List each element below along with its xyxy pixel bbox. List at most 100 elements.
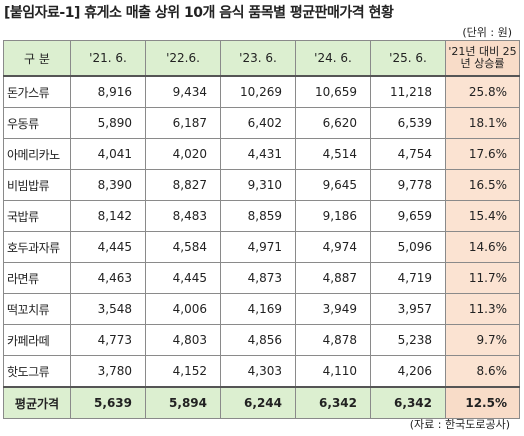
cell-price-2024: 9,645: [295, 169, 371, 201]
header-2023: '23. 6.: [220, 40, 296, 77]
average-increase-rate: 12.5%: [445, 386, 520, 419]
cell-price-2024: 4,514: [295, 138, 371, 170]
cell-price-2023: 9,310: [220, 169, 296, 201]
cell-price-2024: 9,186: [295, 200, 371, 232]
cell-price-2022: 4,803: [145, 324, 221, 356]
cell-price-2021: 3,548: [70, 293, 146, 325]
cell-category: 돈가스류: [3, 75, 71, 108]
cell-increase-rate: 17.6%: [445, 138, 520, 170]
cell-price-2023: 10,269: [220, 75, 296, 108]
header-increase-rate: '21년 대비 25년 상승률: [445, 40, 520, 77]
cell-price-2021: 8,142: [70, 200, 146, 232]
table-body: 돈가스류 8,916 9,434 10,269 10,659 11,218 25.8% 우동류…: [3, 75, 520, 388]
cell-price-2024: 4,878: [295, 324, 371, 356]
cell-price-2025: 9,659: [370, 200, 446, 232]
table-row: 국밥류 8,142 8,483 8,859 9,186 9,659 15.4%: [3, 200, 520, 232]
cell-price-2022: 4,584: [145, 231, 221, 263]
cell-price-2021: 4,041: [70, 138, 146, 170]
cell-price-2025: 11,218: [370, 75, 446, 108]
cell-price-2022: 4,445: [145, 262, 221, 294]
cell-price-2022: 9,434: [145, 75, 221, 108]
table-row: 돈가스류 8,916 9,434 10,269 10,659 11,218 25.8%: [3, 75, 520, 108]
cell-price-2022: 4,152: [145, 355, 221, 388]
cell-category: 우동류: [3, 107, 71, 139]
average-2022: 5,894: [145, 386, 221, 419]
cell-price-2025: 3,957: [370, 293, 446, 325]
cell-price-2021: 4,445: [70, 231, 146, 263]
table-row: 라면류 4,463 4,445 4,873 4,887 4,719 11.7%: [3, 262, 520, 294]
header-category: 구 분: [3, 40, 71, 77]
cell-price-2023: 4,431: [220, 138, 296, 170]
cell-category: 라면류: [3, 262, 71, 294]
cell-category: 카페라떼: [3, 324, 71, 356]
document-title: [붙임자료-1] 휴게소 매출 상위 10개 음식 품목별 평균판매가격 현황: [4, 5, 394, 21]
table-row: 아메리카노 4,041 4,020 4,431 4,514 4,754 17.6%: [3, 138, 520, 170]
table-row: 카페라떼 4,773 4,803 4,856 4,878 5,238 9.7%: [3, 324, 520, 356]
table-header: 구 분 '21. 6. '22.6. '23. 6. '24. 6. '25. …: [3, 40, 520, 77]
average-2023: 6,244: [220, 386, 296, 419]
table-row: 우동류 5,890 6,187 6,402 6,620 6,539 18.1%: [3, 107, 520, 139]
cell-price-2021: 4,463: [70, 262, 146, 294]
cell-increase-rate: 8.6%: [445, 355, 520, 388]
cell-price-2024: 4,110: [295, 355, 371, 388]
cell-category: 핫도그류: [3, 355, 71, 388]
average-label: 평균가격: [3, 386, 71, 419]
average-2021: 5,639: [70, 386, 146, 419]
cell-price-2021: 8,916: [70, 75, 146, 108]
cell-category: 호두과자류: [3, 231, 71, 263]
average-2025: 6,342: [370, 386, 446, 419]
header-2022: '22.6.: [145, 40, 221, 77]
cell-price-2021: 8,390: [70, 169, 146, 201]
table-row: 떡꼬치류 3,548 4,006 4,169 3,949 3,957 11.3%: [3, 293, 520, 325]
cell-price-2021: 3,780: [70, 355, 146, 388]
table-row: 호두과자류 4,445 4,584 4,971 4,974 5,096 14.6%: [3, 231, 520, 263]
cell-increase-rate: 11.3%: [445, 293, 520, 325]
cell-price-2025: 5,238: [370, 324, 446, 356]
cell-increase-rate: 25.8%: [445, 75, 520, 108]
table-row: 비빔밥류 8,390 8,827 9,310 9,645 9,778 16.5%: [3, 169, 520, 201]
cell-price-2024: 4,887: [295, 262, 371, 294]
cell-price-2024: 10,659: [295, 75, 371, 108]
header-2025: '25. 6.: [370, 40, 446, 77]
cell-increase-rate: 15.4%: [445, 200, 520, 232]
cell-price-2025: 6,539: [370, 107, 446, 139]
cell-price-2021: 4,773: [70, 324, 146, 356]
cell-price-2023: 6,402: [220, 107, 296, 139]
cell-price-2021: 5,890: [70, 107, 146, 139]
cell-price-2023: 8,859: [220, 200, 296, 232]
cell-category: 아메리카노: [3, 138, 71, 170]
cell-category: 국밥류: [3, 200, 71, 232]
cell-price-2022: 4,006: [145, 293, 221, 325]
cell-price-2025: 4,719: [370, 262, 446, 294]
cell-price-2024: 3,949: [295, 293, 371, 325]
cell-price-2025: 5,096: [370, 231, 446, 263]
cell-category: 비빔밥류: [3, 169, 71, 201]
source-note: (자료 : 한국도로공사): [409, 418, 510, 431]
cell-price-2024: 6,620: [295, 107, 371, 139]
cell-price-2024: 4,974: [295, 231, 371, 263]
cell-price-2023: 4,169: [220, 293, 296, 325]
cell-price-2023: 4,873: [220, 262, 296, 294]
header-2024: '24. 6.: [295, 40, 371, 77]
header-2021: '21. 6.: [70, 40, 146, 77]
cell-increase-rate: 9.7%: [445, 324, 520, 356]
cell-price-2023: 4,856: [220, 324, 296, 356]
average-2024: 6,342: [295, 386, 371, 419]
cell-price-2022: 8,483: [145, 200, 221, 232]
cell-price-2022: 8,827: [145, 169, 221, 201]
cell-increase-rate: 11.7%: [445, 262, 520, 294]
table-row: 핫도그류 3,780 4,152 4,303 4,110 4,206 8.6%: [3, 355, 520, 388]
cell-category: 떡꼬치류: [3, 293, 71, 325]
unit-label: (단위 : 원): [462, 26, 512, 39]
cell-increase-rate: 14.6%: [445, 231, 520, 263]
cell-price-2025: 4,206: [370, 355, 446, 388]
average-row: 평균가격 5,639 5,894 6,244 6,342 6,342 12.5%: [3, 386, 520, 419]
cell-price-2025: 9,778: [370, 169, 446, 201]
cell-price-2022: 6,187: [145, 107, 221, 139]
cell-increase-rate: 16.5%: [445, 169, 520, 201]
cell-price-2023: 4,303: [220, 355, 296, 388]
cell-price-2023: 4,971: [220, 231, 296, 263]
price-table: 구 분 '21. 6. '22.6. '23. 6. '24. 6. '25. …: [3, 40, 520, 419]
cell-increase-rate: 18.1%: [445, 107, 520, 139]
cell-price-2022: 4,020: [145, 138, 221, 170]
